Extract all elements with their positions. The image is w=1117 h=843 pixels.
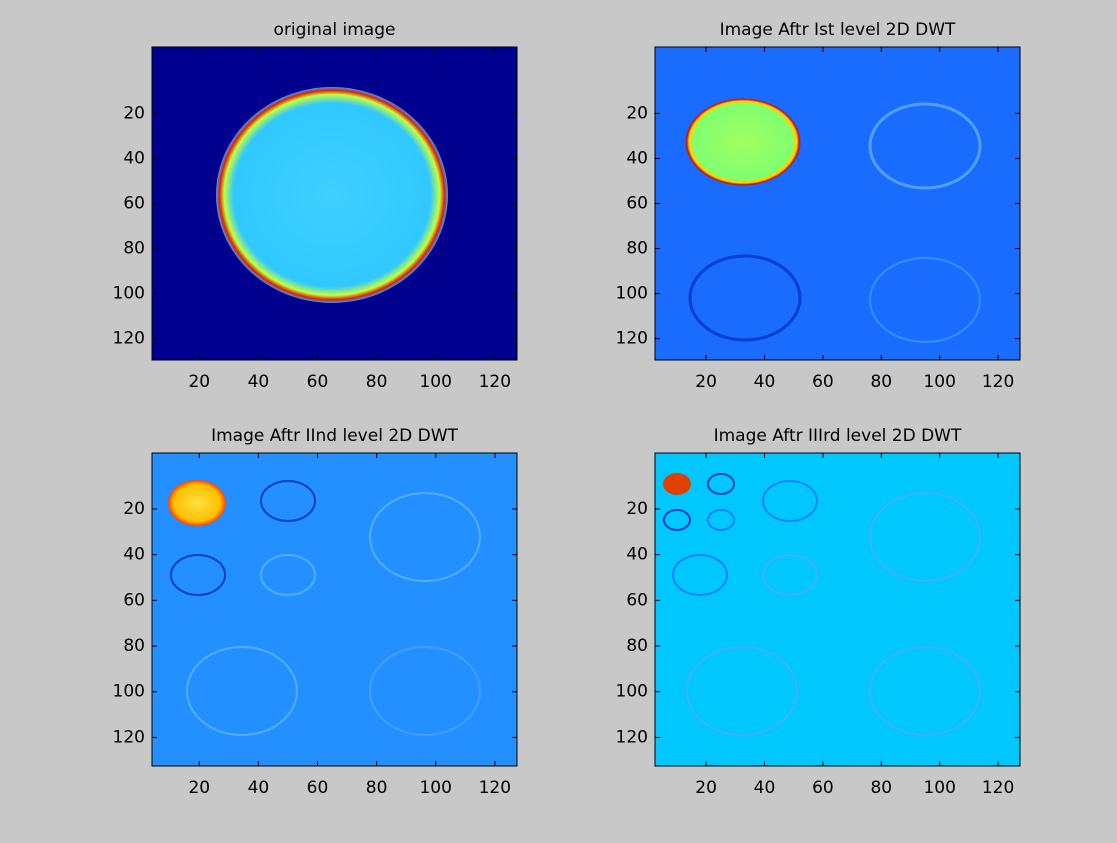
axes-title: Image Aftr IIIrd level 2D DWT [714,426,962,446]
y-tick-label: 20 [626,499,648,519]
image-panel-3 [152,453,517,766]
y-tick-label: 120 [113,727,145,747]
x-tick-label: 80 [870,372,892,392]
y-tick-label: 60 [626,194,648,214]
x-tick-label: 20 [188,778,210,798]
axes-title: Image Aftr IInd level 2D DWT [211,426,458,446]
y-tick-label: 60 [626,590,648,610]
x-tick-label: 120 [479,778,511,798]
x-tick-label: 80 [366,372,388,392]
y-tick-label: 60 [123,590,145,610]
x-tick-label: 100 [419,778,451,798]
image-panel-2 [655,47,1020,360]
x-tick-label: 80 [870,778,892,798]
y-tick-label: 80 [123,636,145,656]
x-tick-label: 120 [982,778,1014,798]
x-tick-label: 40 [248,778,270,798]
y-tick-label: 100 [113,284,145,304]
y-tick-label: 80 [626,636,648,656]
x-tick-label: 40 [248,372,270,392]
x-tick-label: 40 [754,372,776,392]
figure: original image 20 40 60 80 100 120 20 40 60 80 100 1… [0,0,1117,843]
image-panel-1 [152,47,517,360]
y-tick-label: 40 [626,545,648,565]
y-tick-label: 100 [113,682,145,702]
y-tick-label: 40 [123,148,145,168]
y-tick-label: 100 [616,682,648,702]
axes-title: original image [274,20,396,40]
x-tick-label: 100 [923,778,955,798]
x-tick-label: 100 [923,372,955,392]
x-tick-label: 60 [307,372,329,392]
x-tick-label: 60 [307,778,329,798]
y-tick-label: 60 [123,194,145,214]
x-tick-label: 20 [695,778,717,798]
x-tick-label: 80 [366,778,388,798]
y-tick-label: 120 [113,329,145,349]
x-tick-label: 100 [419,372,451,392]
x-tick-label: 60 [812,778,834,798]
x-tick-label: 120 [982,372,1014,392]
y-tick-label: 20 [626,103,648,123]
image-panel-4 [655,453,1020,766]
x-tick-label: 120 [479,372,511,392]
y-tick-label: 80 [626,239,648,259]
y-tick-label: 100 [616,284,648,304]
y-tick-label: 120 [616,727,648,747]
y-tick-label: 20 [123,103,145,123]
y-tick-label: 120 [616,329,648,349]
page: {"chart_data": [ {"type": "image", "titl… [0,0,1117,843]
x-tick-label: 20 [695,372,717,392]
x-tick-label: 60 [812,372,834,392]
x-tick-label: 20 [188,372,210,392]
y-tick-label: 80 [123,239,145,259]
y-tick-label: 40 [626,148,648,168]
axes-title: Image Aftr Ist level 2D DWT [720,20,956,40]
y-tick-label: 20 [123,499,145,519]
y-tick-label: 40 [123,545,145,565]
x-tick-label: 40 [754,778,776,798]
